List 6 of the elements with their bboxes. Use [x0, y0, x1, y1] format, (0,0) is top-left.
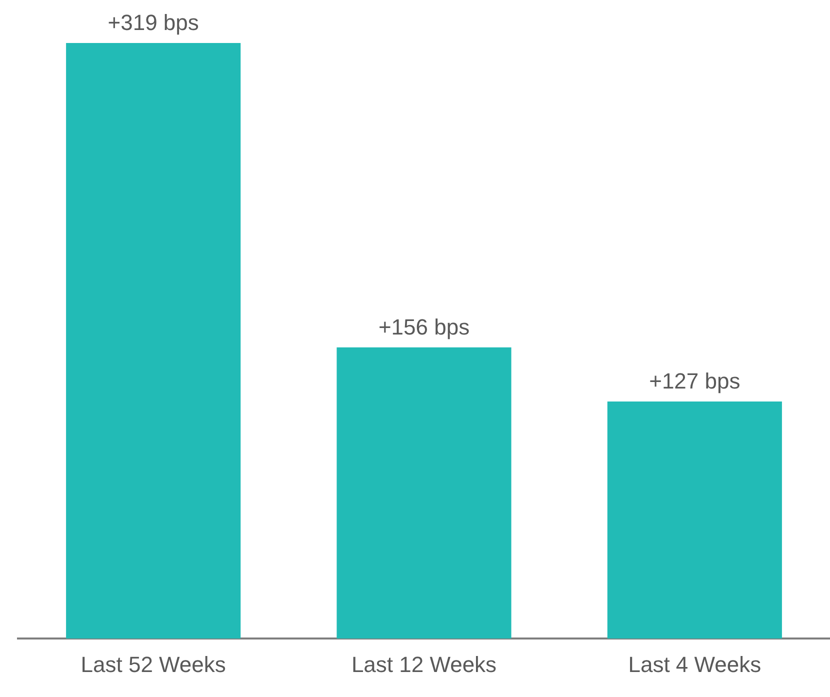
x-tick-label: Last 4 Weeks [628, 652, 762, 677]
x-tick-label: Last 52 Weeks [80, 652, 226, 677]
data-label: +156 bps [378, 314, 470, 340]
x-tick-label: Last 12 Weeks [351, 652, 497, 677]
data-label: +127 bps [649, 368, 740, 394]
data-label: +319 bps [108, 10, 199, 36]
